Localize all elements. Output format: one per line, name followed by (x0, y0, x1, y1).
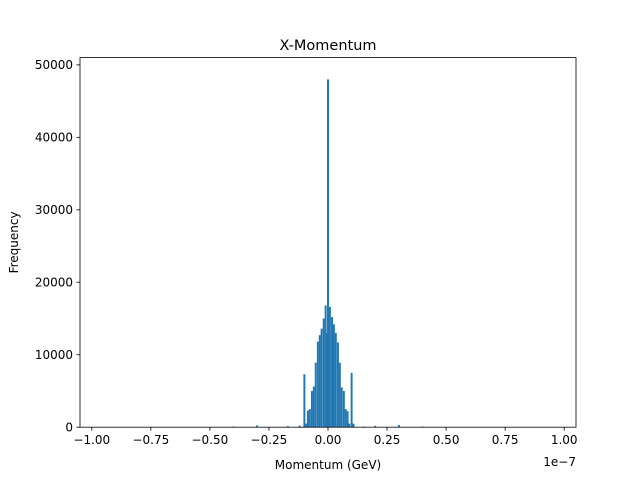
y-tick-label: 10000 (35, 348, 73, 362)
y-tick-label: 0 (65, 421, 73, 435)
x-tick-label: −1.00 (73, 433, 110, 447)
x-tick-label: 0.25 (374, 433, 401, 447)
x-axis-offset-label: 1e−7 (543, 455, 576, 469)
histogram-bars (232, 79, 424, 428)
x-axis-label: Momentum (GeV) (275, 458, 381, 472)
x-tick-label: 0.50 (433, 433, 460, 447)
histogram-bar (332, 324, 335, 428)
histogram-bar (298, 425, 301, 428)
histogram-bar (374, 425, 377, 428)
y-tick-label: 20000 (35, 276, 73, 290)
y-tick-label: 50000 (35, 58, 73, 72)
histogram-bar (318, 335, 321, 428)
histogram-bar (286, 426, 289, 428)
histogram-bar (336, 342, 339, 428)
histogram-bar (316, 341, 319, 428)
histogram-bar (397, 425, 400, 428)
x-tick-label: 0.00 (315, 433, 342, 447)
histogram-bar (344, 409, 347, 428)
histogram-bar (350, 372, 353, 428)
x-tick-label: 0.75 (492, 433, 519, 447)
histogram-bar (352, 423, 355, 428)
y-axis-label: Frequency (7, 211, 21, 273)
histogram-bar (306, 410, 309, 428)
x-tick-label: −0.50 (192, 433, 229, 447)
plot-frame (79, 57, 577, 428)
histogram-bar (312, 386, 315, 428)
histogram-bar (303, 374, 306, 428)
x-tick-label: −0.75 (132, 433, 169, 447)
y-tick-label: 40000 (35, 131, 73, 145)
histogram-bar (340, 387, 343, 428)
x-axis-ticks: −1.00 −0.75 −0.50 −0.25 0.00 0.25 0.50 0.75 1.00 (73, 427, 578, 447)
histogram-bar (314, 362, 317, 428)
histogram-bar (342, 390, 345, 428)
x-tick-label: 1.00 (551, 433, 578, 447)
histogram-bar (322, 318, 325, 428)
histogram-bar (320, 328, 323, 428)
histogram-bar (338, 362, 341, 428)
histogram-bar (328, 306, 331, 428)
y-tick-label: 30000 (35, 203, 73, 217)
histogram-bar (256, 425, 259, 428)
histogram-bar (310, 390, 313, 428)
histogram-bar (331, 317, 333, 428)
histogram-bar (324, 305, 327, 428)
chart-title: X-Momentum (279, 38, 376, 54)
histogram-bar (348, 423, 351, 428)
y-axis-ticks: 0 10000 20000 30000 40000 50000 (35, 58, 80, 435)
histogram-bar (327, 79, 329, 428)
histogram-bar (346, 411, 349, 428)
histogram-bar (308, 409, 311, 428)
histogram-bar (305, 423, 308, 428)
x-tick-label: −0.25 (251, 433, 288, 447)
histogram-bar (334, 332, 337, 428)
